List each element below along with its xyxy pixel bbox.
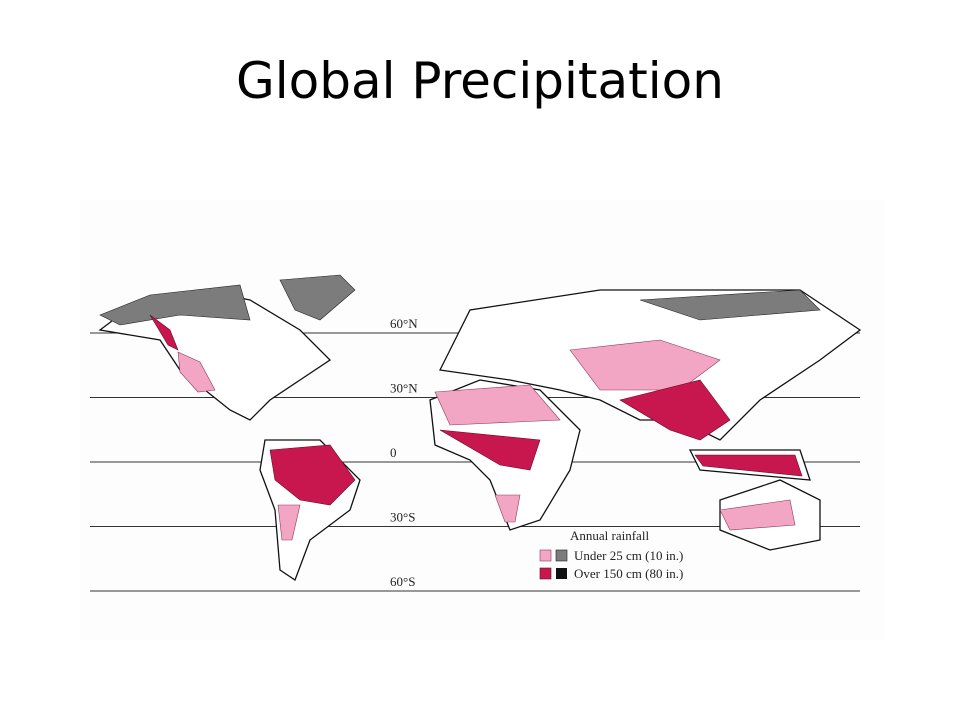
legend: Annual rainfall Under 25 cm (10 in.) Ove…: [539, 528, 683, 581]
legend-label: Under 25 cm (10 in.): [574, 548, 683, 563]
legend-swatch: [556, 568, 567, 579]
slide-title: Global Precipitation: [236, 52, 724, 110]
latitude-label: 60°S: [390, 574, 415, 589]
legend-swatch: [539, 549, 552, 562]
latitude-label: 30°N: [390, 381, 418, 396]
continents: [98, 274, 862, 581]
latitude-label: 60°N: [390, 316, 418, 331]
legend-title: Annual rainfall: [570, 528, 649, 543]
latitude-label: 30°S: [390, 510, 415, 525]
legend-label: Over 150 cm (80 in.): [574, 566, 683, 581]
legend-swatch: [555, 549, 568, 562]
legend-swatch: [539, 567, 552, 580]
latitude-label: 0: [390, 445, 397, 460]
